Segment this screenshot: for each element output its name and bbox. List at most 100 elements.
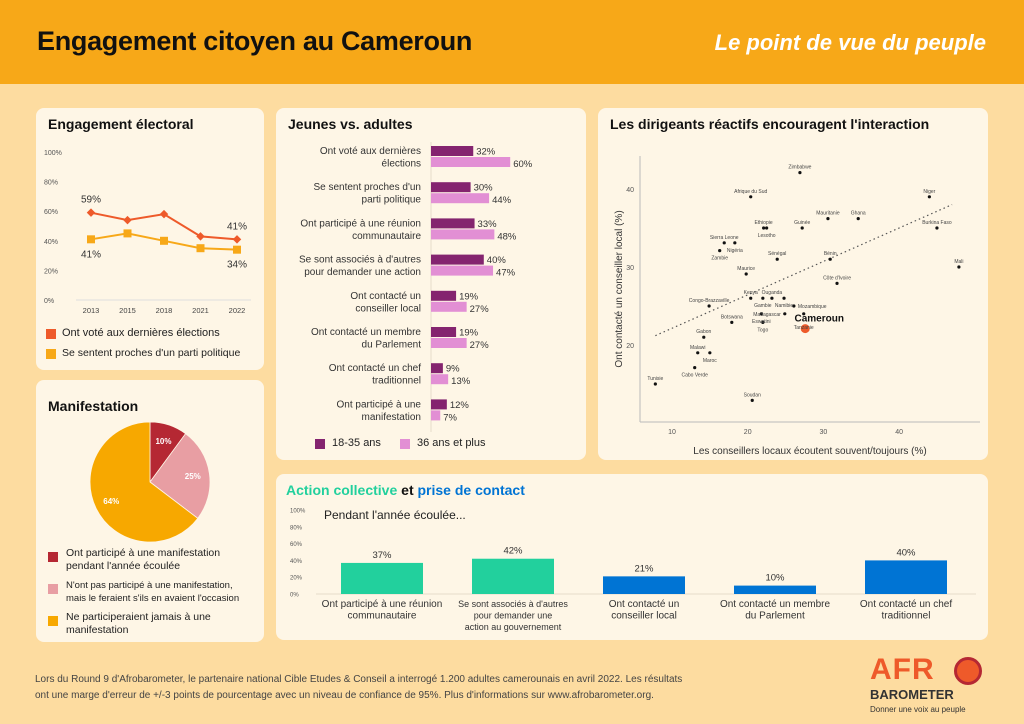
category-label: Se sentent proches d'un xyxy=(313,182,421,193)
bar-young xyxy=(431,146,474,156)
trend-line xyxy=(655,204,953,337)
scatter-point xyxy=(828,257,832,261)
bar-adult xyxy=(431,193,490,204)
electoral-line-chart: 0% 20% 40% 60% 80% 100% 2013 2015 2018 2021 2022 59… xyxy=(44,150,251,315)
action-bar xyxy=(603,576,685,594)
scatter-point xyxy=(708,351,712,355)
bar-adult-value: 60% xyxy=(513,159,533,170)
scatter-label: Afrique du Sud xyxy=(734,189,767,195)
x-tick-label: 2022 xyxy=(229,306,246,315)
scatter-label: Nigéria xyxy=(727,248,743,254)
category-label: du Parlement xyxy=(362,340,422,351)
action-title-collective: Action collective xyxy=(286,482,398,498)
data-point-party xyxy=(233,245,241,254)
action-category-label: communautaire xyxy=(348,611,417,622)
pie-legend-swatch xyxy=(48,584,58,594)
category-label: Se sont associés à d'autres xyxy=(299,255,421,266)
pie-slice xyxy=(149,433,211,519)
pie-legend-label: Ne participeraient jamais à une manifesta… xyxy=(66,611,211,637)
pie-slice-label: 64% xyxy=(103,497,119,506)
scatter-point xyxy=(782,296,786,300)
scatter-point xyxy=(826,217,830,221)
scatter-point xyxy=(783,312,787,316)
x-axis-label: Les conseillers locaux écoutent souvent/… xyxy=(693,446,926,457)
scatter-point xyxy=(693,366,697,370)
bar-young-value: 19% xyxy=(459,291,479,302)
data-point-party xyxy=(87,235,95,244)
pie-legend-swatch xyxy=(48,616,58,626)
category-label: conseiller local xyxy=(355,303,421,314)
scatter-point xyxy=(792,304,796,308)
action-category-label: du Parlement xyxy=(745,611,805,622)
scatter-point xyxy=(750,398,754,402)
scatter-point xyxy=(749,195,753,199)
y-tick-label: 80% xyxy=(290,525,303,531)
x-tick-label: 20 xyxy=(744,429,752,436)
bar-young-value: 33% xyxy=(478,219,498,230)
bar-adult xyxy=(431,338,467,348)
scatter-label: Tanzanie xyxy=(794,325,814,331)
bar-adult-value: 27% xyxy=(470,340,490,351)
scatter-point xyxy=(744,272,748,276)
bar-young xyxy=(431,327,457,337)
pie-legend-line: mais le feraient s'ils en avaient l'occa… xyxy=(66,593,240,604)
scatter-label: Soudan xyxy=(744,392,761,398)
protest-title: Manifestation xyxy=(48,398,139,414)
action-bar xyxy=(472,558,554,594)
category-label: communautaire xyxy=(352,231,421,242)
y-tick-label: 30 xyxy=(626,265,634,272)
y-tick-label: 60% xyxy=(290,542,303,548)
legend-young-swatch xyxy=(315,439,325,449)
action-category-label: Ont contacté un chef xyxy=(860,599,953,610)
pie-legend-line: Ont participé à une manifestation xyxy=(66,547,221,559)
footer-line-2: ont une marge d'erreur de +/-3 points de… xyxy=(35,690,654,701)
data-label: 34% xyxy=(227,260,247,271)
x-tick-label: 2015 xyxy=(119,306,136,315)
scatter-label: Kenya xyxy=(744,290,758,296)
action-bar xyxy=(865,560,947,594)
action-bar-chart: 0% 20% 40% 60% 80% 100% 37% Ont participé à une… xyxy=(290,509,976,632)
bar-adult-value: 13% xyxy=(451,376,471,387)
scatter-point xyxy=(718,249,722,253)
scatter-label: Gabon xyxy=(696,329,711,335)
bar-adult xyxy=(431,157,511,167)
scatter-point xyxy=(935,226,939,230)
legend-voted-swatch xyxy=(46,329,56,339)
footer-line-1: Lors du Round 9 d'Afrobarometer, le part… xyxy=(35,674,683,685)
scatter-label-cameroun: Cameroun xyxy=(795,314,844,325)
scatter-chart: 20 30 40 10 20 30 40 Les conseillers locaux éco… xyxy=(614,156,980,457)
action-title-and: et xyxy=(401,482,414,498)
scatter-label: Côte d'Ivoire xyxy=(823,275,851,281)
scatter-label: Namibie xyxy=(775,303,794,309)
x-tick-label: 2013 xyxy=(83,306,100,315)
scatter-point xyxy=(856,217,860,221)
scatter-point xyxy=(802,312,806,316)
category-label: manifestation xyxy=(362,412,421,423)
y-tick-label: 80% xyxy=(44,180,58,187)
action-category-label: Ont participé à une réunion xyxy=(322,599,443,610)
scatter-point xyxy=(798,171,802,175)
scatter-point xyxy=(835,281,839,285)
y-tick-label: 20% xyxy=(290,576,303,582)
scatter-card: Les dirigeants réactifs encouragent l'in… xyxy=(598,108,988,460)
pie-legend-line: Ne participeraient jamais à une xyxy=(66,611,211,623)
afrobarometer-logo: AFR BAROMETER Donner une voix au peuple xyxy=(870,654,1000,720)
logo-barometer: BAROMETER xyxy=(870,687,954,702)
page-subtitle: Le point de vue du peuple xyxy=(714,30,986,55)
scatter-label: Gambie xyxy=(754,303,772,309)
logo-tagline: Donner une voix au peuple xyxy=(870,705,966,714)
category-label: Ont contacté un membre xyxy=(311,327,421,338)
x-tick-label: 30 xyxy=(820,429,828,436)
pie-slice xyxy=(89,421,199,543)
africa-speech-icon xyxy=(954,657,982,685)
data-point-voted xyxy=(196,232,205,241)
action-bar-value: 42% xyxy=(503,546,523,557)
legend-adult-swatch xyxy=(400,439,410,449)
scatter-label: Togo xyxy=(757,327,768,333)
bar-young-value: 32% xyxy=(476,147,496,158)
protest-pie-chart: 10% 25% 64% xyxy=(89,421,211,543)
y-tick-label: 60% xyxy=(44,209,58,216)
scatter-label: Ghana xyxy=(851,211,866,217)
action-bar-value: 10% xyxy=(765,573,785,584)
scatter-point xyxy=(733,241,737,245)
